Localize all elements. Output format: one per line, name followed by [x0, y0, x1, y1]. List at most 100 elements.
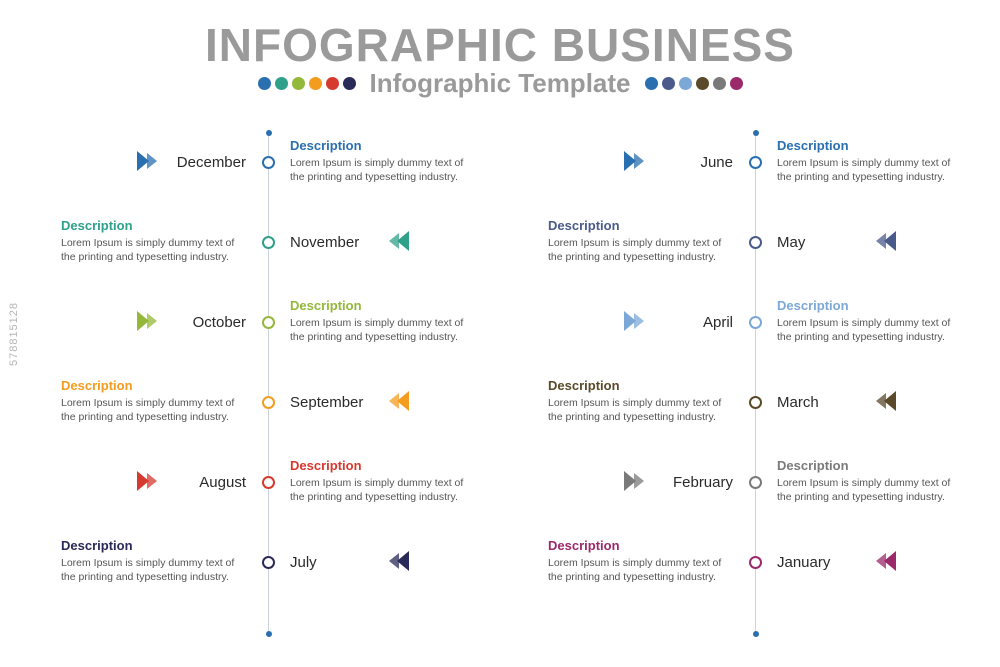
description-title: Description	[777, 298, 962, 313]
description-body: Lorem Ipsum is simply dummy text of the …	[548, 396, 733, 424]
month-label: November	[290, 234, 359, 251]
watermark: 578815128	[8, 301, 20, 365]
timeline-row: August Description Lorem Ipsum is simply …	[0, 458, 500, 538]
month-label: August	[199, 474, 246, 491]
palette-dot	[713, 77, 726, 90]
month-label: September	[290, 394, 363, 411]
timeline-row: November Description Lorem Ipsum is simpl…	[0, 218, 500, 298]
timeline-column-left: December Description Lorem Ipsum is simpl…	[0, 130, 500, 637]
description-block: DescriptionLorem Ipsum is simply dummy t…	[777, 298, 962, 344]
timeline-ring	[749, 156, 762, 169]
palette-dot	[275, 77, 288, 90]
timeline-ring	[262, 556, 275, 569]
description-block: Description Lorem Ipsum is simply dummy t…	[290, 138, 475, 184]
timeline-ring	[749, 236, 762, 249]
description-body: Lorem Ipsum is simply dummy text of the …	[61, 236, 246, 264]
description-block: Description Lorem Ipsum is simply dummy t…	[290, 458, 475, 504]
timeline-ring	[262, 316, 275, 329]
palette-dot	[326, 77, 339, 90]
timeline-column-right: June Description Lorem Ipsum is simply du…	[500, 130, 1000, 637]
description-title: Description	[61, 378, 246, 393]
description-title: Description	[548, 218, 733, 233]
description-title: Description	[548, 538, 733, 553]
description-body: Lorem Ipsum is simply dummy text of the …	[777, 476, 962, 504]
description-title: Description	[61, 218, 246, 233]
description-title: Description	[290, 458, 475, 473]
palette-dot	[292, 77, 305, 90]
description-body: Lorem Ipsum is simply dummy text of the …	[290, 476, 475, 504]
timeline-row: March Description Lorem Ipsum is simply d…	[500, 378, 1000, 458]
description-body: Lorem Ipsum is simply dummy text of the …	[61, 556, 246, 584]
description-title: Description	[777, 458, 962, 473]
timeline-row: April DescriptionLorem Ipsum is simply d…	[500, 298, 1000, 378]
month-label: December	[177, 154, 246, 171]
month-label: July	[290, 554, 317, 571]
timeline-ring	[749, 556, 762, 569]
timeline-row: September Description Lorem Ipsum is simp…	[0, 378, 500, 458]
palette-dot	[309, 77, 322, 90]
description-title: Description	[61, 538, 246, 553]
description-block: Description Lorem Ipsum is simply dummy t…	[548, 378, 733, 424]
palette-dot	[258, 77, 271, 90]
description-body: Lorem Ipsum is simply dummy text of the …	[61, 396, 246, 424]
dots-right	[645, 77, 743, 90]
month-label: January	[777, 554, 830, 571]
timeline-ring	[262, 236, 275, 249]
timeline-row: January Description Lorem Ipsum is simply…	[500, 538, 1000, 618]
arrow-icon	[872, 388, 898, 414]
description-block: Description Lorem Ipsum is simply dummy t…	[777, 458, 962, 504]
timeline-ring	[262, 476, 275, 489]
description-body: Lorem Ipsum is simply dummy text of the …	[777, 156, 962, 184]
month-label: June	[700, 154, 733, 171]
description-body: Lorem Ipsum is simply dummy text of the …	[548, 236, 733, 264]
description-block: Description Lorem Ipsum is simply dummy t…	[548, 218, 733, 264]
timeline-ring	[262, 396, 275, 409]
palette-dot	[645, 77, 658, 90]
header: INFOGRAPHIC BUSINESS Infographic Templat…	[0, 0, 1000, 99]
arrow-icon	[135, 148, 161, 174]
month-label: October	[193, 314, 246, 331]
timeline-row: June DescriptionLorem Ipsum is simply du…	[500, 138, 1000, 218]
palette-dot	[696, 77, 709, 90]
description-title: Description	[290, 138, 475, 153]
arrow-icon	[872, 228, 898, 254]
description-block: Description Lorem Ipsum is simply dummy t…	[61, 218, 246, 264]
timeline-row: December Description Lorem Ipsum is simpl…	[0, 138, 500, 218]
description-block: Description Lorem Ipsum is simply dummy t…	[548, 538, 733, 584]
arrow-icon	[385, 548, 411, 574]
timeline-row: July Description Lorem Ipsum is simply du…	[0, 538, 500, 618]
description-title: Description	[290, 298, 475, 313]
dots-left	[258, 77, 356, 90]
description-block: DescriptionLorem Ipsum is simply dummy t…	[777, 138, 962, 184]
description-block: DescriptionLorem Ipsum is simply dummy t…	[290, 298, 475, 344]
timeline-content: December Description Lorem Ipsum is simpl…	[0, 130, 1000, 637]
month-label: February	[673, 474, 733, 491]
palette-dot	[679, 77, 692, 90]
description-body: Lorem Ipsum is simply dummy text of the …	[290, 156, 475, 184]
timeline-ring	[262, 156, 275, 169]
arrow-icon	[622, 468, 648, 494]
arrow-icon	[135, 468, 161, 494]
month-label: April	[703, 314, 733, 331]
arrow-icon	[872, 548, 898, 574]
arrow-icon	[622, 308, 648, 334]
month-label: March	[777, 394, 819, 411]
timeline-ring	[749, 396, 762, 409]
main-title: INFOGRAPHIC BUSINESS	[0, 18, 1000, 72]
description-block: Description Lorem Ipsum is simply dummy t…	[61, 378, 246, 424]
palette-dot	[662, 77, 675, 90]
arrow-icon	[622, 148, 648, 174]
arrow-icon	[385, 388, 411, 414]
subtitle: Infographic Template	[370, 68, 631, 99]
description-block: Description Lorem Ipsum is simply dummy t…	[61, 538, 246, 584]
palette-dot	[343, 77, 356, 90]
arrow-icon	[135, 308, 161, 334]
timeline-ring	[749, 316, 762, 329]
description-title: Description	[548, 378, 733, 393]
description-body: Lorem Ipsum is simply dummy text of the …	[548, 556, 733, 584]
arrow-icon	[385, 228, 411, 254]
subtitle-row: Infographic Template	[0, 68, 1000, 99]
timeline-ring	[749, 476, 762, 489]
palette-dot	[730, 77, 743, 90]
timeline-row: October DescriptionLorem Ipsum is simply…	[0, 298, 500, 378]
